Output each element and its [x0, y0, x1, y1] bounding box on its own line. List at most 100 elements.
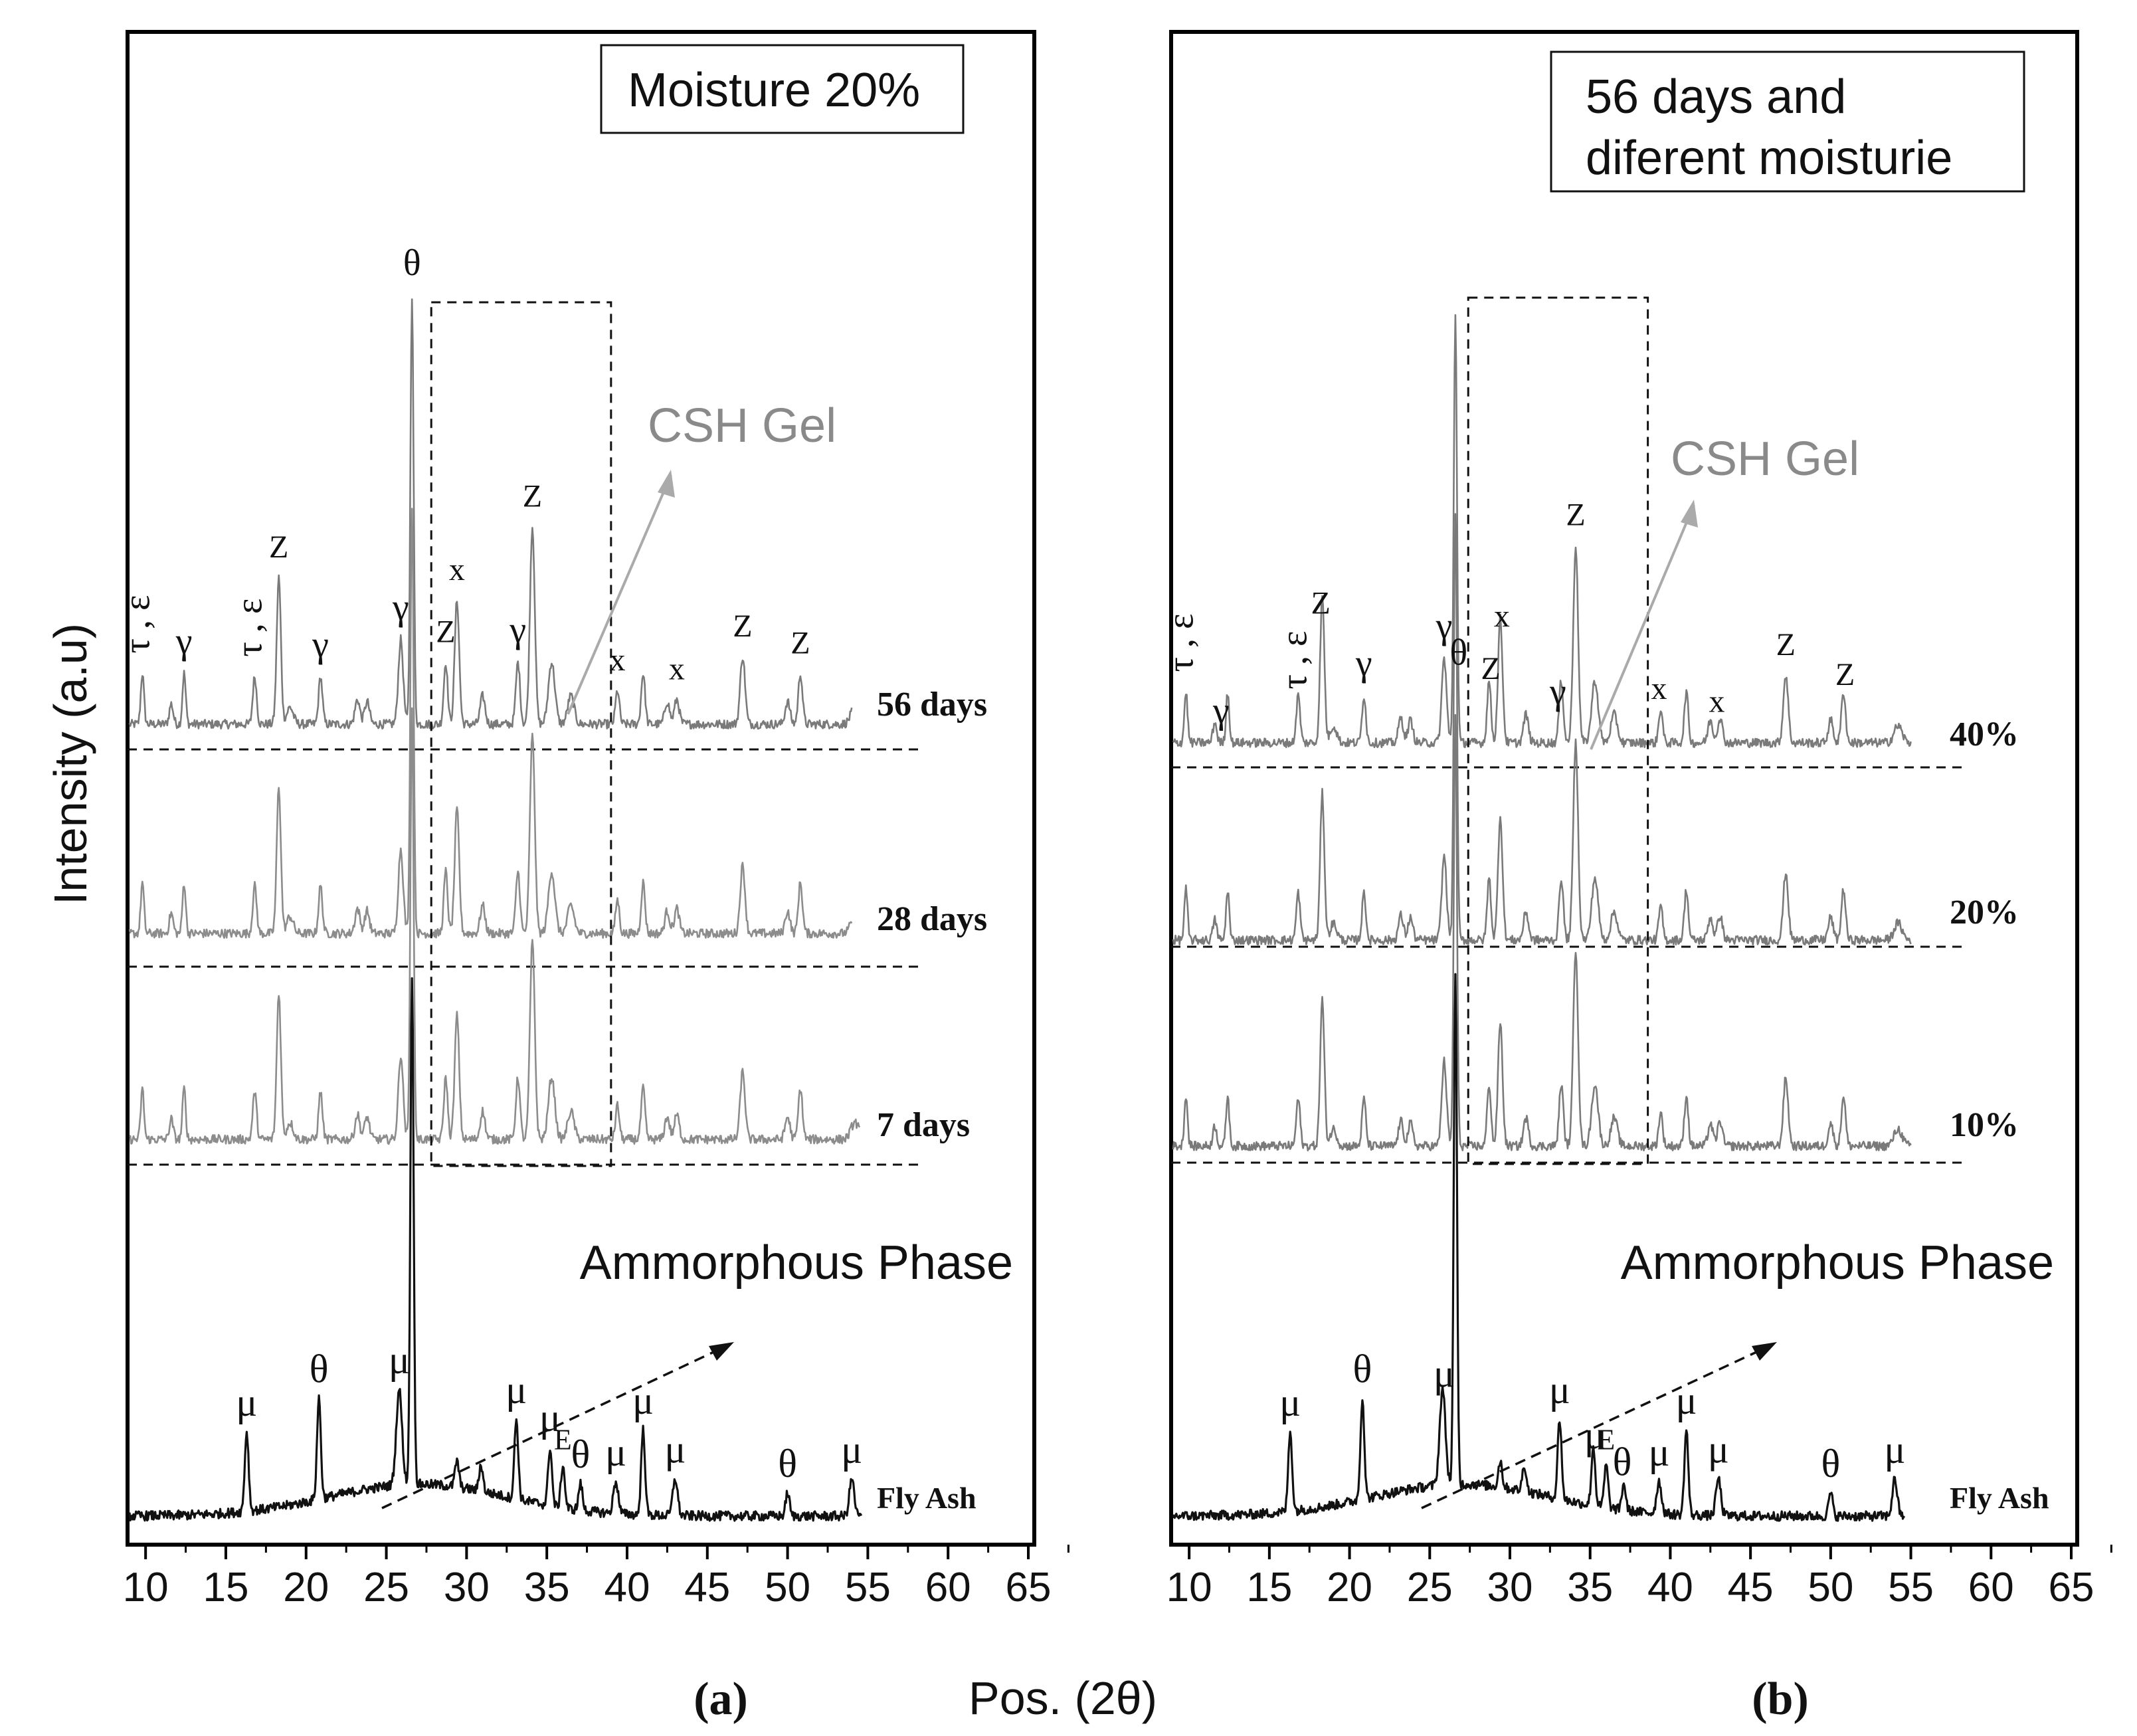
peak-label: Z — [790, 626, 810, 661]
x-tick-label: 60 — [925, 1565, 971, 1610]
peak-label: Z — [1776, 627, 1796, 662]
fly-ash-peak-label: θ — [1613, 1440, 1632, 1484]
series-label: 20% — [1950, 894, 2019, 931]
peak-label: γ — [1436, 606, 1453, 647]
csh-arrow — [1590, 504, 1695, 750]
peak-label: Z — [1481, 651, 1500, 686]
fly-ash-peak-label: μ — [1549, 1368, 1570, 1412]
csh-arrow — [567, 474, 672, 715]
x-tick-label: 45 — [1728, 1565, 1774, 1610]
x-tick-label: 65 — [1006, 1565, 1052, 1610]
fly-ash-peak-label: μ — [236, 1381, 257, 1424]
x-tick-label: 25 — [1407, 1565, 1453, 1610]
csh-gel-label: CSH Gel — [1671, 433, 1859, 486]
fly-ash-peak-label: μ — [506, 1368, 527, 1412]
fly-ash-peak-label: θ — [571, 1432, 591, 1476]
series-label: 56 days — [877, 686, 987, 723]
fly-ash-peak-label: μ — [605, 1430, 626, 1474]
amorphous-phase-label: Ammorphous Phase — [580, 1236, 1013, 1290]
peak-label: τ , ε — [116, 595, 157, 653]
fly-ash-peak-label: μ — [539, 1396, 561, 1440]
x-tick-label: 10 — [123, 1565, 169, 1610]
series-line-10 — [1172, 714, 1912, 1152]
x-tick-label: 35 — [524, 1565, 570, 1610]
x-tick-label: 10 — [1166, 1565, 1212, 1610]
peak-label: τ , ε — [1160, 613, 1201, 672]
x-tick-label: 30 — [444, 1565, 490, 1610]
peak-label: x — [449, 552, 465, 587]
csh-arrow-head — [1681, 500, 1698, 528]
fly-ash-peak-label: μ — [632, 1379, 654, 1422]
peak-label: x — [669, 652, 685, 687]
x-tick-label: 30 — [1487, 1565, 1533, 1610]
series-line-56days — [128, 298, 853, 730]
panel-a-frame — [126, 30, 1036, 1547]
x-tick-label: 65 — [2049, 1565, 2094, 1610]
peak-label: γ — [1355, 643, 1372, 684]
csh-region — [430, 301, 612, 1167]
fly-ash-peak-label: μ — [841, 1428, 862, 1472]
panel-b: 10 15 20 25 30 35 40 45 50 55 60 65 40% 20% 10% Fly Ash… — [1160, 50, 2112, 1725]
panel-a: 10 15 20 25 30 35 40 45 50 55 60 65 56 days 28 days 7 … — [116, 44, 1069, 1725]
series-label: 7 days — [877, 1106, 970, 1144]
panel-label: (a) — [694, 1674, 748, 1725]
amorphous-phase-label: Ammorphous Phase — [1621, 1236, 2054, 1290]
legend-text: diferent moisturie — [1586, 132, 1952, 185]
peak-label: x — [1709, 684, 1724, 720]
panel-b-frame — [1169, 30, 2079, 1547]
fly-ash-peak-label: μ — [1279, 1381, 1301, 1424]
fly-ash-peak-label: μ — [1884, 1428, 1905, 1472]
peak-label: γ — [1212, 690, 1230, 731]
x-tick-label: 20 — [283, 1565, 329, 1610]
peak-label: Z — [1835, 657, 1855, 692]
series-label: 10% — [1950, 1106, 2019, 1144]
peak-label: Z — [269, 530, 288, 565]
fly-ash-peak-label: θ — [310, 1347, 329, 1391]
amorphous-arrow-head — [1752, 1342, 1777, 1361]
series-label: Fly Ash — [877, 1481, 976, 1515]
peak-label: x — [609, 642, 625, 678]
x-tick-label: 15 — [1246, 1565, 1292, 1610]
peak-label: θ — [403, 242, 421, 284]
x-tick-label: 55 — [845, 1565, 891, 1610]
peak-label: γ — [1549, 671, 1566, 712]
panel-label: (b) — [1752, 1674, 1809, 1725]
fly-ash-peak-label: θ — [1821, 1442, 1840, 1486]
fly-ash-peak-label: μ — [1648, 1430, 1669, 1474]
peak-label: γ — [312, 625, 329, 666]
amorphous-arrow — [381, 1347, 721, 1509]
series-line-flyash — [128, 977, 863, 1522]
fly-ash-peak-label: μ — [1675, 1379, 1697, 1422]
y-axis-label: Intensity (a.u) — [45, 623, 96, 905]
legend-text: Moisture 20% — [628, 64, 920, 117]
series-label: 28 days — [877, 900, 987, 938]
series-line-28days — [128, 508, 853, 939]
x-tick-label: 40 — [604, 1565, 650, 1610]
x-tick-label: 40 — [1647, 1565, 1693, 1610]
x-tick-label: 60 — [1968, 1565, 2014, 1610]
x-tick-label: 20 — [1327, 1565, 1372, 1610]
x-tick-label: 45 — [684, 1565, 730, 1610]
peak-label: τ , ε — [229, 599, 270, 657]
x-tick-label: 35 — [1567, 1565, 1613, 1610]
peak-label: Z — [523, 479, 542, 514]
fly-ash-peak-label: μ — [1434, 1352, 1455, 1396]
csh-gel-label: CSH Gel — [648, 399, 836, 452]
legend-text: 56 days and — [1586, 70, 1846, 124]
fly-ash-peak-label: μ — [389, 1338, 410, 1382]
fly-ash-peak-label: μ — [664, 1427, 686, 1471]
series-line-7days — [129, 707, 861, 1145]
peak-label: Z — [1311, 586, 1330, 621]
peak-label: Z — [1566, 498, 1585, 533]
amorphous-arrow-head — [709, 1342, 734, 1361]
x-tick-label: 25 — [363, 1565, 409, 1610]
x-tick-label: 50 — [765, 1565, 810, 1610]
series-line-20 — [1172, 513, 1912, 946]
peak-label: γ — [392, 587, 409, 628]
series-label: 40% — [1950, 716, 2019, 753]
fly-ash-peak-label: μ — [1584, 1413, 1606, 1457]
peak-label: θ — [1449, 632, 1467, 674]
fly-ash-peak-label: θ — [1353, 1347, 1372, 1391]
peak-label: Z — [436, 614, 455, 649]
